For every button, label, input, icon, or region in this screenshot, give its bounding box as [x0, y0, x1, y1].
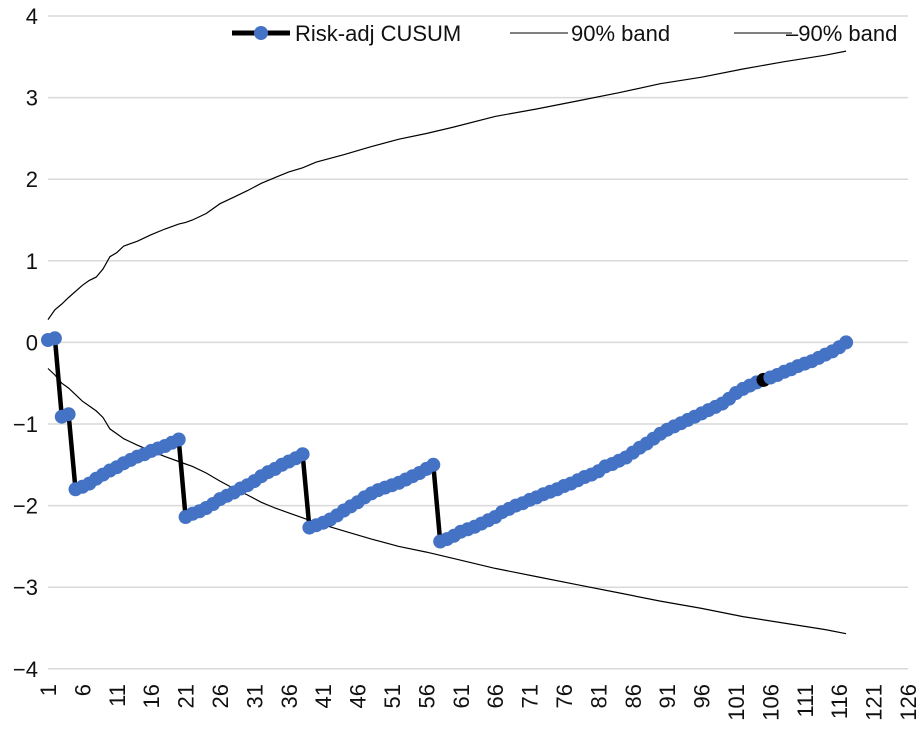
cusum-point	[839, 335, 854, 350]
x-tick-label: 11	[105, 684, 130, 707]
x-tick-label: 71	[518, 684, 543, 708]
y-tick-label: −3	[13, 575, 38, 600]
x-tick-label: 86	[621, 684, 646, 708]
legend-band-upper-label: 90% band	[571, 21, 670, 46]
x-tick-label: 31	[242, 684, 267, 708]
y-tick-label: −4	[13, 657, 38, 682]
x-tick-label: 6	[70, 684, 95, 696]
x-tick-label: 66	[483, 684, 508, 708]
x-tick-label: 91	[655, 684, 680, 708]
cusum-point	[426, 457, 441, 472]
legend: Risk-adj CUSUM 90% band –90% band	[232, 21, 897, 46]
y-tick-label: 3	[26, 86, 38, 111]
x-tick-label: 61	[449, 684, 474, 708]
x-tick-label: 16	[139, 684, 164, 708]
y-tick-label: 2	[26, 167, 38, 192]
x-tick-label: 76	[552, 684, 577, 708]
band-lines	[47, 50, 847, 635]
x-tick-label: 26	[208, 684, 233, 708]
cusum-series	[41, 331, 854, 549]
upper-band-line	[47, 50, 847, 320]
cusum-point	[295, 447, 310, 462]
y-tick-label: 4	[26, 4, 38, 29]
cusum-point	[171, 432, 186, 447]
x-tick-label: 111	[793, 684, 818, 717]
x-tick-label: 106	[758, 684, 783, 721]
x-tick-label: 51	[380, 684, 405, 708]
y-tick-label: 1	[26, 249, 38, 274]
cusum-point	[61, 407, 76, 422]
x-tick-label: 36	[277, 684, 302, 708]
lower-band-line	[47, 368, 847, 635]
x-tick-label: 96	[690, 684, 715, 708]
legend-cusum-marker-swatch	[254, 26, 268, 40]
x-tick-label: 1	[36, 684, 61, 696]
y-tick-label: 0	[26, 330, 38, 355]
x-tick-label: 116	[827, 684, 852, 719]
y-tick-label: −1	[13, 412, 38, 437]
x-tick-label: 126	[896, 684, 920, 721]
y-axis-tick-labels: 4 3 2 1 0 −1 −2 −3 −4	[13, 4, 38, 682]
x-tick-label: 81	[586, 684, 611, 708]
y-tick-label: −2	[13, 494, 38, 519]
x-tick-label: 121	[862, 684, 887, 721]
x-axis-tick-labels: 1 6 11 16 21 26 31 36 41 46 51 56 61 66 71 76 81 86 91 96 10…	[36, 684, 920, 721]
legend-band-lower-label: –90% band	[786, 21, 897, 46]
x-tick-label: 21	[174, 684, 199, 708]
grid-lines	[48, 15, 908, 670]
x-tick-label: 101	[724, 684, 749, 721]
x-tick-label: 56	[414, 684, 439, 708]
x-tick-label: 46	[346, 684, 371, 708]
legend-cusum-label: Risk-adj CUSUM	[295, 21, 461, 46]
cusum-point	[47, 331, 62, 346]
x-tick-label: 41	[311, 684, 336, 708]
